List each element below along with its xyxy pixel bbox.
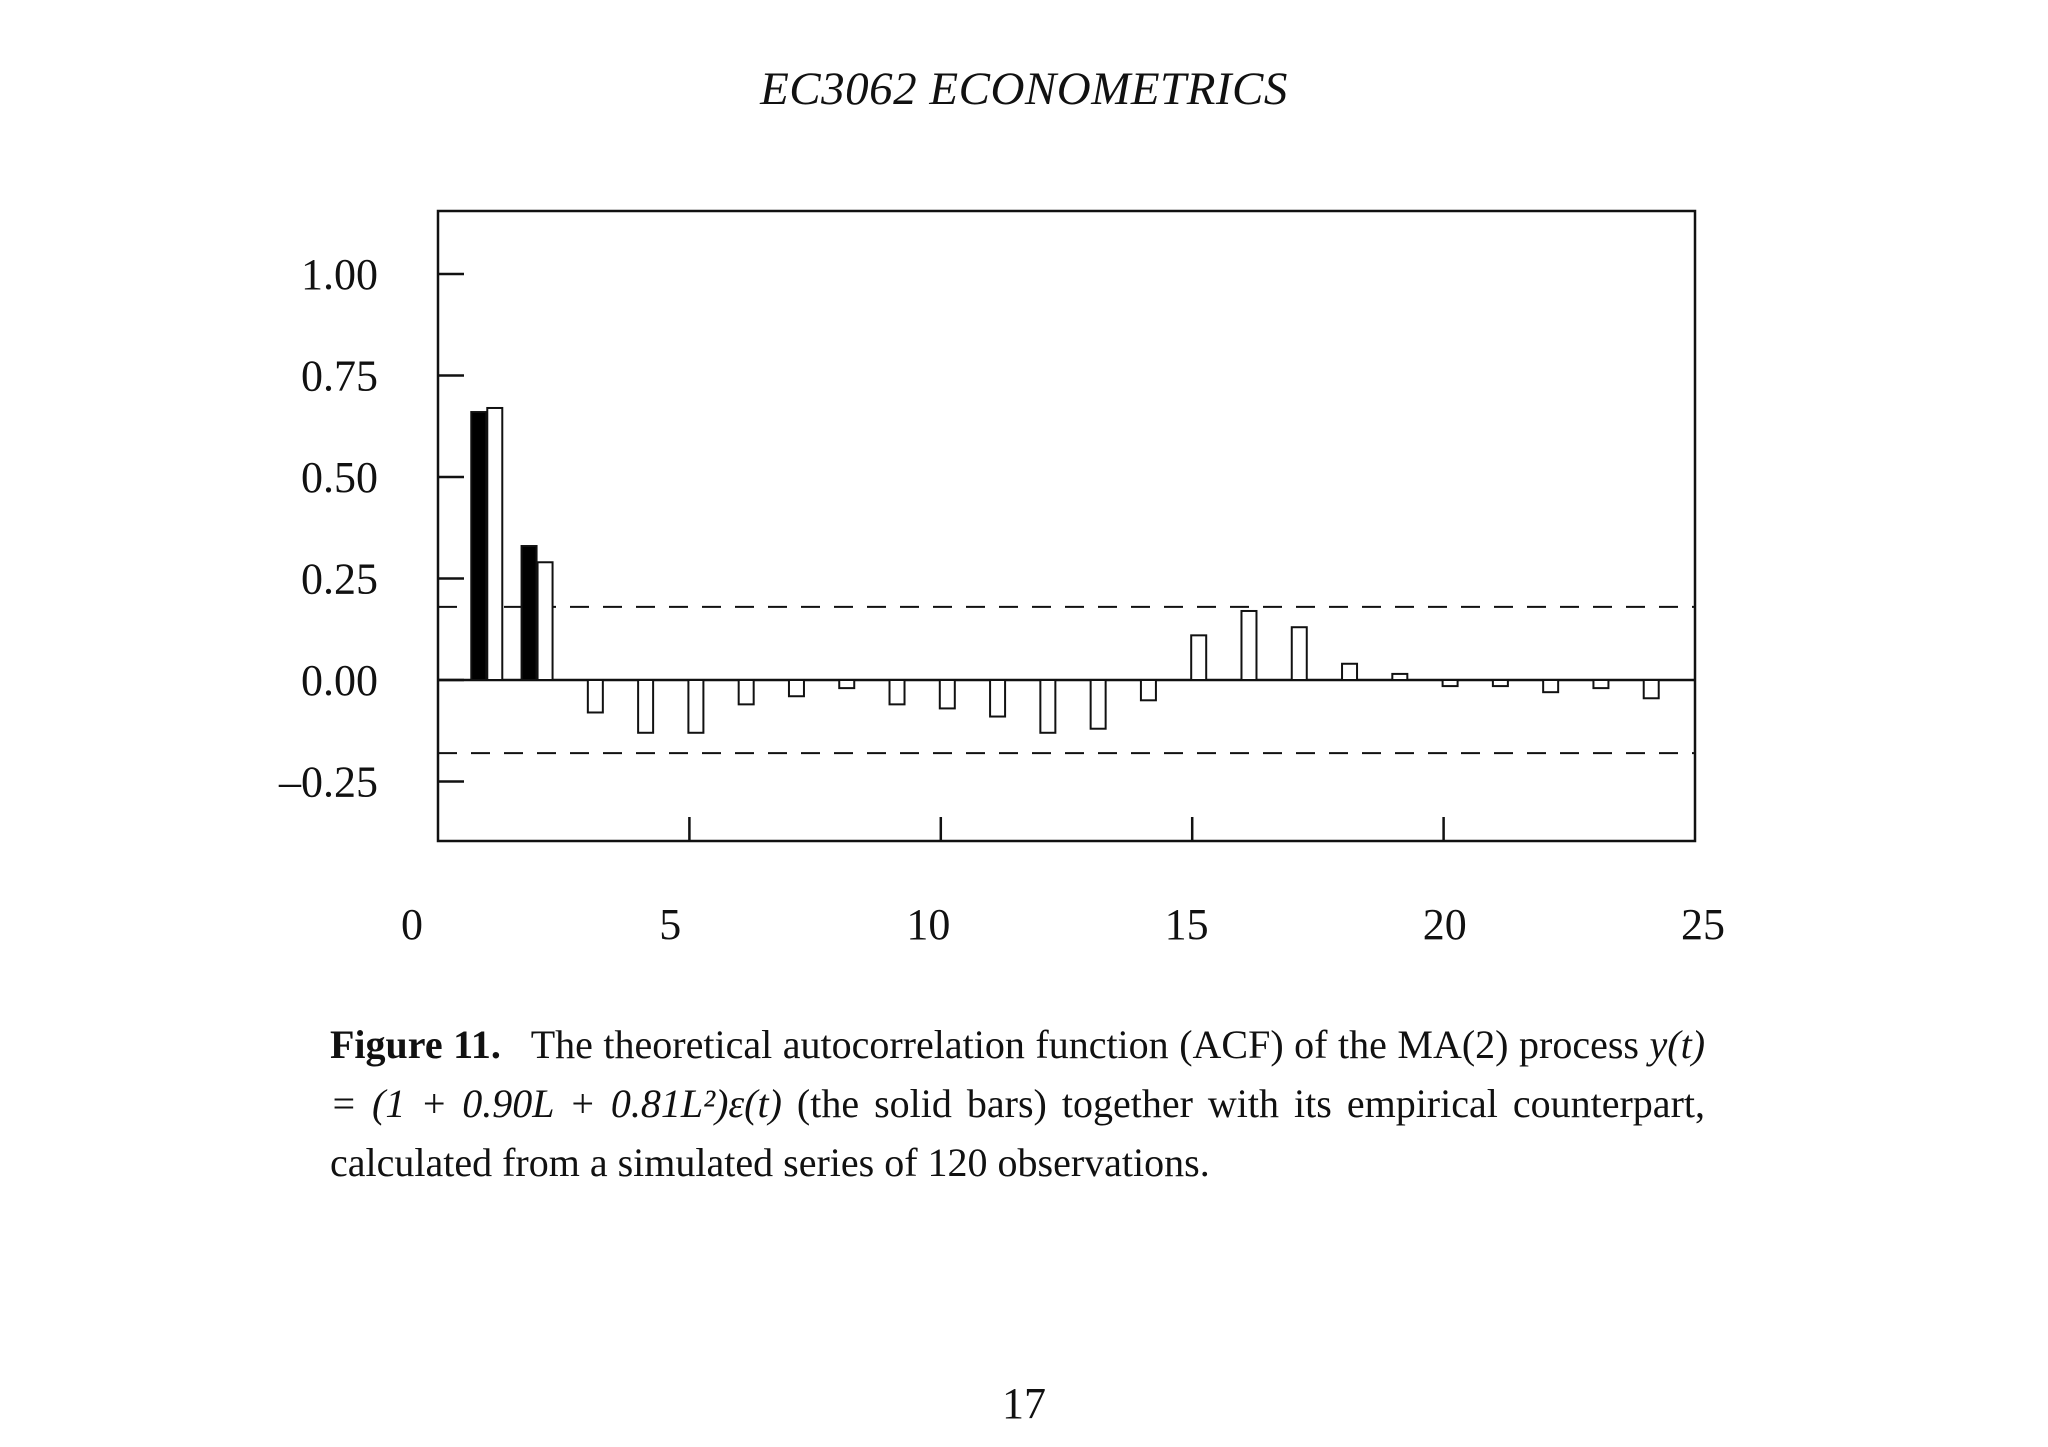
empirical-acf-bar-lag-3: [586, 679, 604, 714]
y-tick-label: 0.00: [301, 656, 378, 705]
empirical-acf-bar-lag-2: [536, 561, 554, 682]
empirical-acf-bar-lag-14: [1139, 679, 1157, 702]
caption-formula: y(t) = (1 + 0.90L + 0.81L²)ε(t): [330, 1022, 1706, 1126]
y-tick-label: 0.25: [301, 555, 378, 604]
empirical-acf-bar-lag-6: [737, 679, 755, 706]
figure-label: Figure 11.: [330, 1022, 501, 1067]
empirical-acf-bar-lag-1: [486, 406, 504, 681]
empirical-acf-bar-lag-20: [1441, 679, 1459, 688]
caption-text-2: (the solid bars) together with its empir…: [330, 1081, 1705, 1185]
x-tick-label: 25: [1681, 900, 1725, 949]
empirical-acf-bar-lag-11: [989, 679, 1007, 718]
empirical-acf-bar-lag-23: [1592, 679, 1610, 690]
y-tick-label: 1.00: [301, 250, 378, 299]
empirical-acf-bar-lag-12: [1039, 679, 1057, 734]
theoretical-acf-bar-lag-2: [520, 545, 538, 682]
empirical-acf-bar-lag-8: [838, 679, 856, 690]
figure-caption: Figure 11. The theoretical autocorrelati…: [330, 1015, 1705, 1192]
plot-frame: [436, 209, 1697, 843]
x-tick-label: 0: [401, 900, 423, 949]
empirical-acf-bar-lag-13: [1089, 679, 1107, 730]
empirical-acf-bar-lag-18: [1341, 662, 1359, 682]
empirical-acf-bar-lag-16: [1240, 609, 1258, 681]
empirical-acf-bar-lag-4: [637, 679, 655, 734]
empirical-acf-bar-lag-17: [1290, 626, 1308, 681]
x-tick-label: 10: [906, 900, 950, 949]
x-tick-label: 20: [1423, 900, 1467, 949]
empirical-acf-bar-lag-24: [1642, 679, 1660, 700]
empirical-acf-bar-lag-19: [1391, 672, 1409, 681]
y-tick-label: –0.25: [278, 758, 378, 807]
y-tick-label: 0.75: [301, 352, 378, 401]
y-tick-label: 0.50: [301, 453, 378, 502]
empirical-acf-bar-lag-10: [938, 679, 956, 710]
empirical-acf-bar-lag-5: [687, 679, 705, 734]
page-number: 17: [1002, 1379, 1046, 1428]
theoretical-acf-bar-lag-1: [470, 411, 488, 681]
x-tick-label: 5: [659, 900, 681, 949]
empirical-acf-bar-lag-9: [888, 679, 906, 706]
empirical-acf-bar-lag-21: [1491, 679, 1509, 688]
running-header: EC3062 ECONOMETRICS: [760, 63, 1288, 115]
empirical-acf-bar-lag-7: [787, 679, 805, 698]
caption-text-1: The theoretical autocorrelation function…: [530, 1022, 1639, 1067]
x-tick-label: 15: [1165, 900, 1209, 949]
empirical-acf-bar-lag-15: [1190, 634, 1208, 682]
empirical-acf-bar-lag-22: [1542, 679, 1560, 694]
